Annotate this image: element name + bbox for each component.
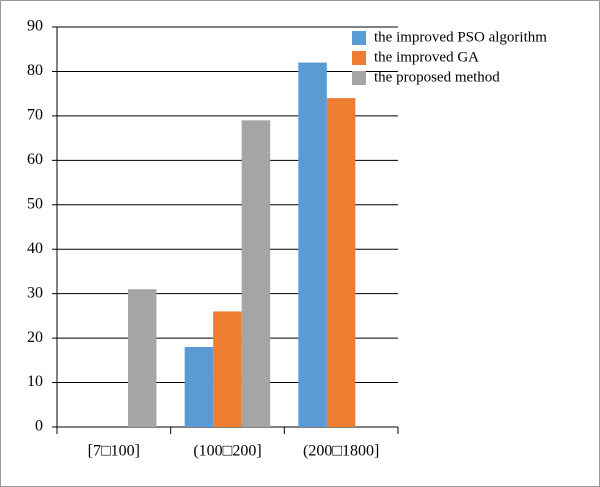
y-tick-label: 80 (27, 62, 43, 79)
y-tick-label: 40 (27, 240, 43, 257)
legend-swatch (352, 51, 366, 65)
legend-label: the improved GA (374, 49, 479, 65)
legend-swatch (352, 71, 366, 85)
x-tick-label: [7□100] (88, 443, 140, 460)
bar (241, 120, 271, 427)
legend-swatch (352, 31, 366, 45)
y-tick-label: 90 (27, 18, 43, 35)
x-tick-label: (200□1800] (303, 443, 379, 460)
legend-label: the proposed method (374, 69, 500, 85)
y-tick-label: 10 (27, 373, 43, 390)
bar (213, 311, 242, 427)
y-tick-label: 30 (27, 284, 43, 301)
x-tick-label: (100□200] (193, 443, 261, 460)
y-tick-label: 50 (27, 195, 43, 212)
bar (184, 347, 214, 427)
y-tick-label: 70 (27, 107, 43, 124)
y-tick-label: 0 (35, 418, 43, 435)
bar (298, 62, 327, 428)
bar (326, 98, 356, 427)
legend-label: the improved PSO algorithm (374, 29, 547, 45)
y-tick-label: 60 (27, 151, 43, 168)
bar (128, 289, 157, 427)
y-tick-label: 20 (27, 329, 43, 346)
